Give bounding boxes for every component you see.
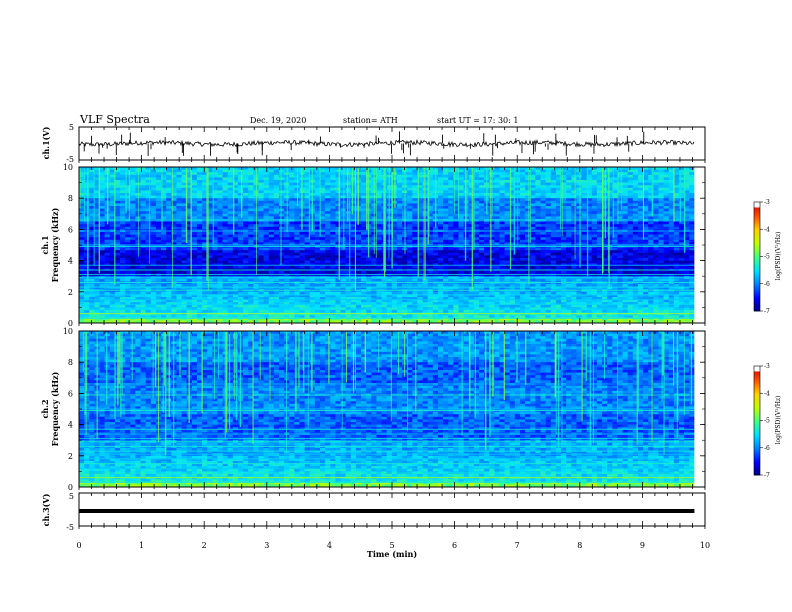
ch1-spectrogram-heatmap — [79, 167, 705, 324]
xtick-label: 2 — [202, 541, 207, 550]
colorbar-tick-label: -3 — [764, 363, 770, 370]
xtick-label: 6 — [452, 541, 457, 550]
ch2-channel-label: ch.2 — [40, 399, 50, 418]
colorbar-tick-label: -7 — [764, 472, 770, 479]
ch1-waveform-trace — [78, 138, 695, 148]
start-time-label: start UT = 17: 30: 1 — [437, 116, 518, 125]
ch1-spectrogram-panel: 0 2 4 6 8 10 ch.1 Frequency (kHz) — [40, 163, 706, 328]
freq-ytick-label: 4 — [68, 421, 73, 430]
freq-ytick-label: 0 — [68, 483, 73, 492]
station-label: station= ATH — [343, 116, 398, 125]
colorbar-tick-label: -6 — [764, 445, 770, 452]
xtick-label: 9 — [640, 541, 645, 550]
xtick-label: 3 — [264, 541, 269, 550]
freq-ytick-label: 2 — [68, 288, 73, 297]
ch2-spectrogram-heatmap — [79, 331, 705, 488]
freq-ytick-label: 0 — [68, 319, 73, 328]
ch1-colorbar: -3 -4 -5 -6 -7 log(PSD)(V²/Hz) — [753, 199, 782, 315]
xtick-label: 4 — [327, 541, 332, 550]
freq-ytick-label: 6 — [68, 389, 73, 398]
ch1-waveform-ylabel: ch.1(V) — [41, 126, 51, 159]
ch1-channel-label: ch.1 — [40, 235, 50, 254]
ch3-waveform-trace — [79, 509, 695, 513]
ch2-colorbar-label: log(PSD)(V²/Hz) — [775, 396, 782, 445]
time-xlabel: Time (min) — [367, 549, 417, 559]
colorbar-tick-label: -5 — [764, 254, 770, 261]
ch1-colorbar-label: log(PSD)(V²/Hz) — [775, 232, 782, 281]
ch3-ytick-top: 5 — [69, 492, 74, 501]
freq-ytick-label: 6 — [68, 225, 73, 234]
date-label: Dec. 19, 2020 — [250, 116, 306, 125]
colorbar-tick-label: -4 — [764, 390, 770, 397]
figure-title: VLF Spectra — [79, 113, 150, 126]
xtick-label: 1 — [139, 541, 144, 550]
ch3-ytick-bottom: -5 — [66, 523, 74, 532]
colorbar-tick-label: -6 — [764, 281, 770, 288]
ch2-colorbar: -3 -4 -5 -6 -7 log(PSD)(V²/Hz) — [753, 363, 782, 479]
colorbar-tick-label: -4 — [764, 226, 770, 233]
xtick-label: 10 — [700, 541, 710, 550]
ch1-ytick-top: 5 — [69, 123, 74, 132]
ch3-waveform-ylabel: ch.3(V) — [41, 493, 51, 526]
colorbar-tick-label: -3 — [764, 199, 770, 206]
colorbar-tick-label: -7 — [764, 308, 770, 315]
freq-ytick-label: 8 — [68, 194, 73, 203]
xtick-label: 7 — [515, 541, 520, 550]
ch2-frequency-ylabel: Frequency (kHz) — [50, 371, 60, 446]
freq-ytick-label: 10 — [63, 327, 73, 336]
freq-ytick-label: 4 — [68, 257, 73, 266]
colorbar-tick-label: -5 — [764, 418, 770, 425]
freq-ytick-label: 2 — [68, 452, 73, 461]
xtick-label: 5 — [389, 541, 394, 550]
ch2-spectrogram-panel: 0 2 4 6 8 10 ch.2 Frequency (kHz) — [40, 327, 706, 492]
ch1-waveform-panel: 5 -5 ch.1(V) — [41, 123, 706, 164]
ch1-frequency-ylabel: Frequency (kHz) — [50, 207, 60, 282]
xtick-label: 8 — [577, 541, 582, 550]
freq-ytick-label: 10 — [63, 163, 73, 172]
xtick-label: 0 — [76, 541, 81, 550]
ch1-ytick-bottom: -5 — [66, 155, 74, 164]
ch3-waveform-panel: 5 -5 ch.3(V) 0 1 2 3 4 5 6 7 8 9 10 Time (min) — [41, 492, 710, 559]
freq-ytick-label: 8 — [68, 358, 73, 367]
